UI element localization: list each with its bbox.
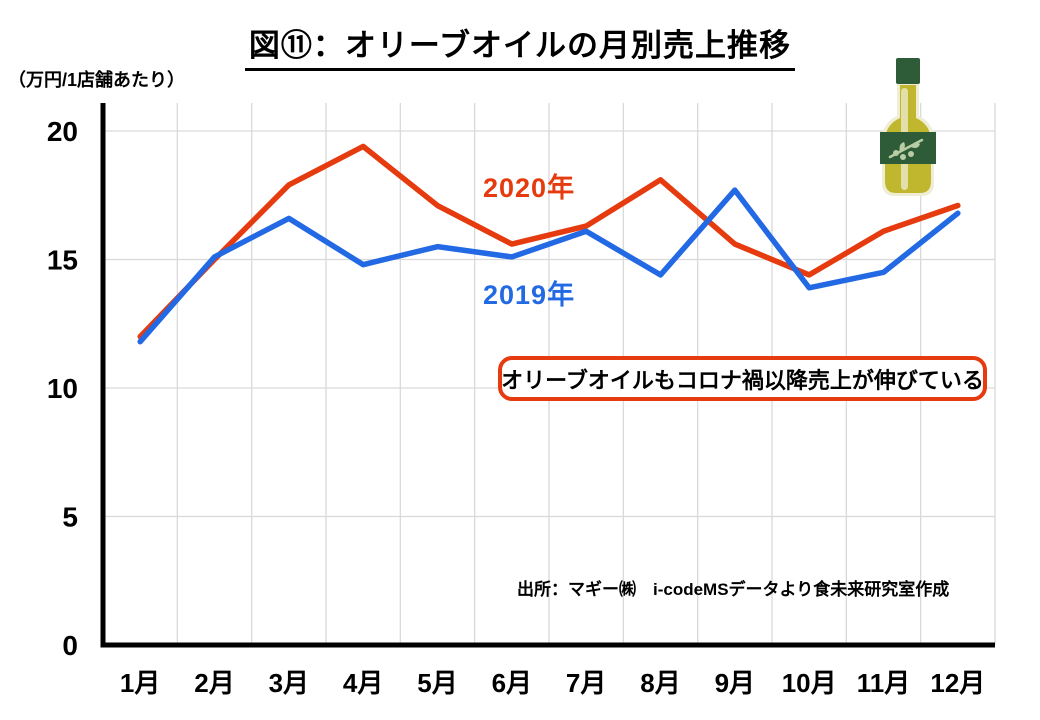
x-tick-label: 3月: [269, 668, 309, 698]
x-tick-label: 7月: [566, 668, 606, 698]
olive-oil-bottle-illustration: [880, 58, 936, 196]
y-tick-label: 20: [47, 116, 78, 147]
x-tick-label: 1月: [120, 668, 160, 698]
series-line-2020: [137, 143, 961, 340]
y-tick-label: 0: [62, 630, 78, 661]
x-tick-label: 5月: [417, 668, 457, 698]
y-tick-label: 5: [62, 502, 78, 533]
series-label-2020: 2020年: [483, 173, 576, 203]
x-tick-label: 10月: [782, 668, 837, 698]
annotation-text: オリーブオイルもコロナ禍以降売上が伸びている: [501, 367, 984, 393]
x-tick-label: 12月: [930, 668, 985, 698]
y-tick-label: 10: [47, 373, 78, 404]
series-label-2019: 2019年: [483, 280, 576, 310]
y-axis-unit-label: （万円/1店舗あたり）: [8, 70, 186, 90]
x-tick-label: 9月: [715, 668, 755, 698]
x-tick-label: 11月: [857, 668, 911, 698]
x-tick-label: 2月: [194, 668, 234, 698]
series-line-2019: [137, 187, 961, 345]
source-note: 出所：マギー㈱ i-codeMSデータより食未来研究室作成: [517, 580, 950, 599]
y-tick-label: 15: [47, 245, 78, 276]
x-tick-label: 8月: [640, 668, 680, 698]
title-row: 図⑪：オリーブオイルの月別売上推移: [0, 20, 1040, 71]
x-tick-label: 4月: [343, 668, 383, 698]
x-tick-label: 6月: [492, 668, 532, 698]
olive-branch-icon: [888, 138, 924, 160]
chart-title: 図⑪：オリーブオイルの月別売上推移: [244, 20, 796, 71]
bottle-cap: [896, 58, 920, 84]
annotation-box: オリーブオイルもコロナ禍以降売上が伸びている: [498, 356, 987, 401]
